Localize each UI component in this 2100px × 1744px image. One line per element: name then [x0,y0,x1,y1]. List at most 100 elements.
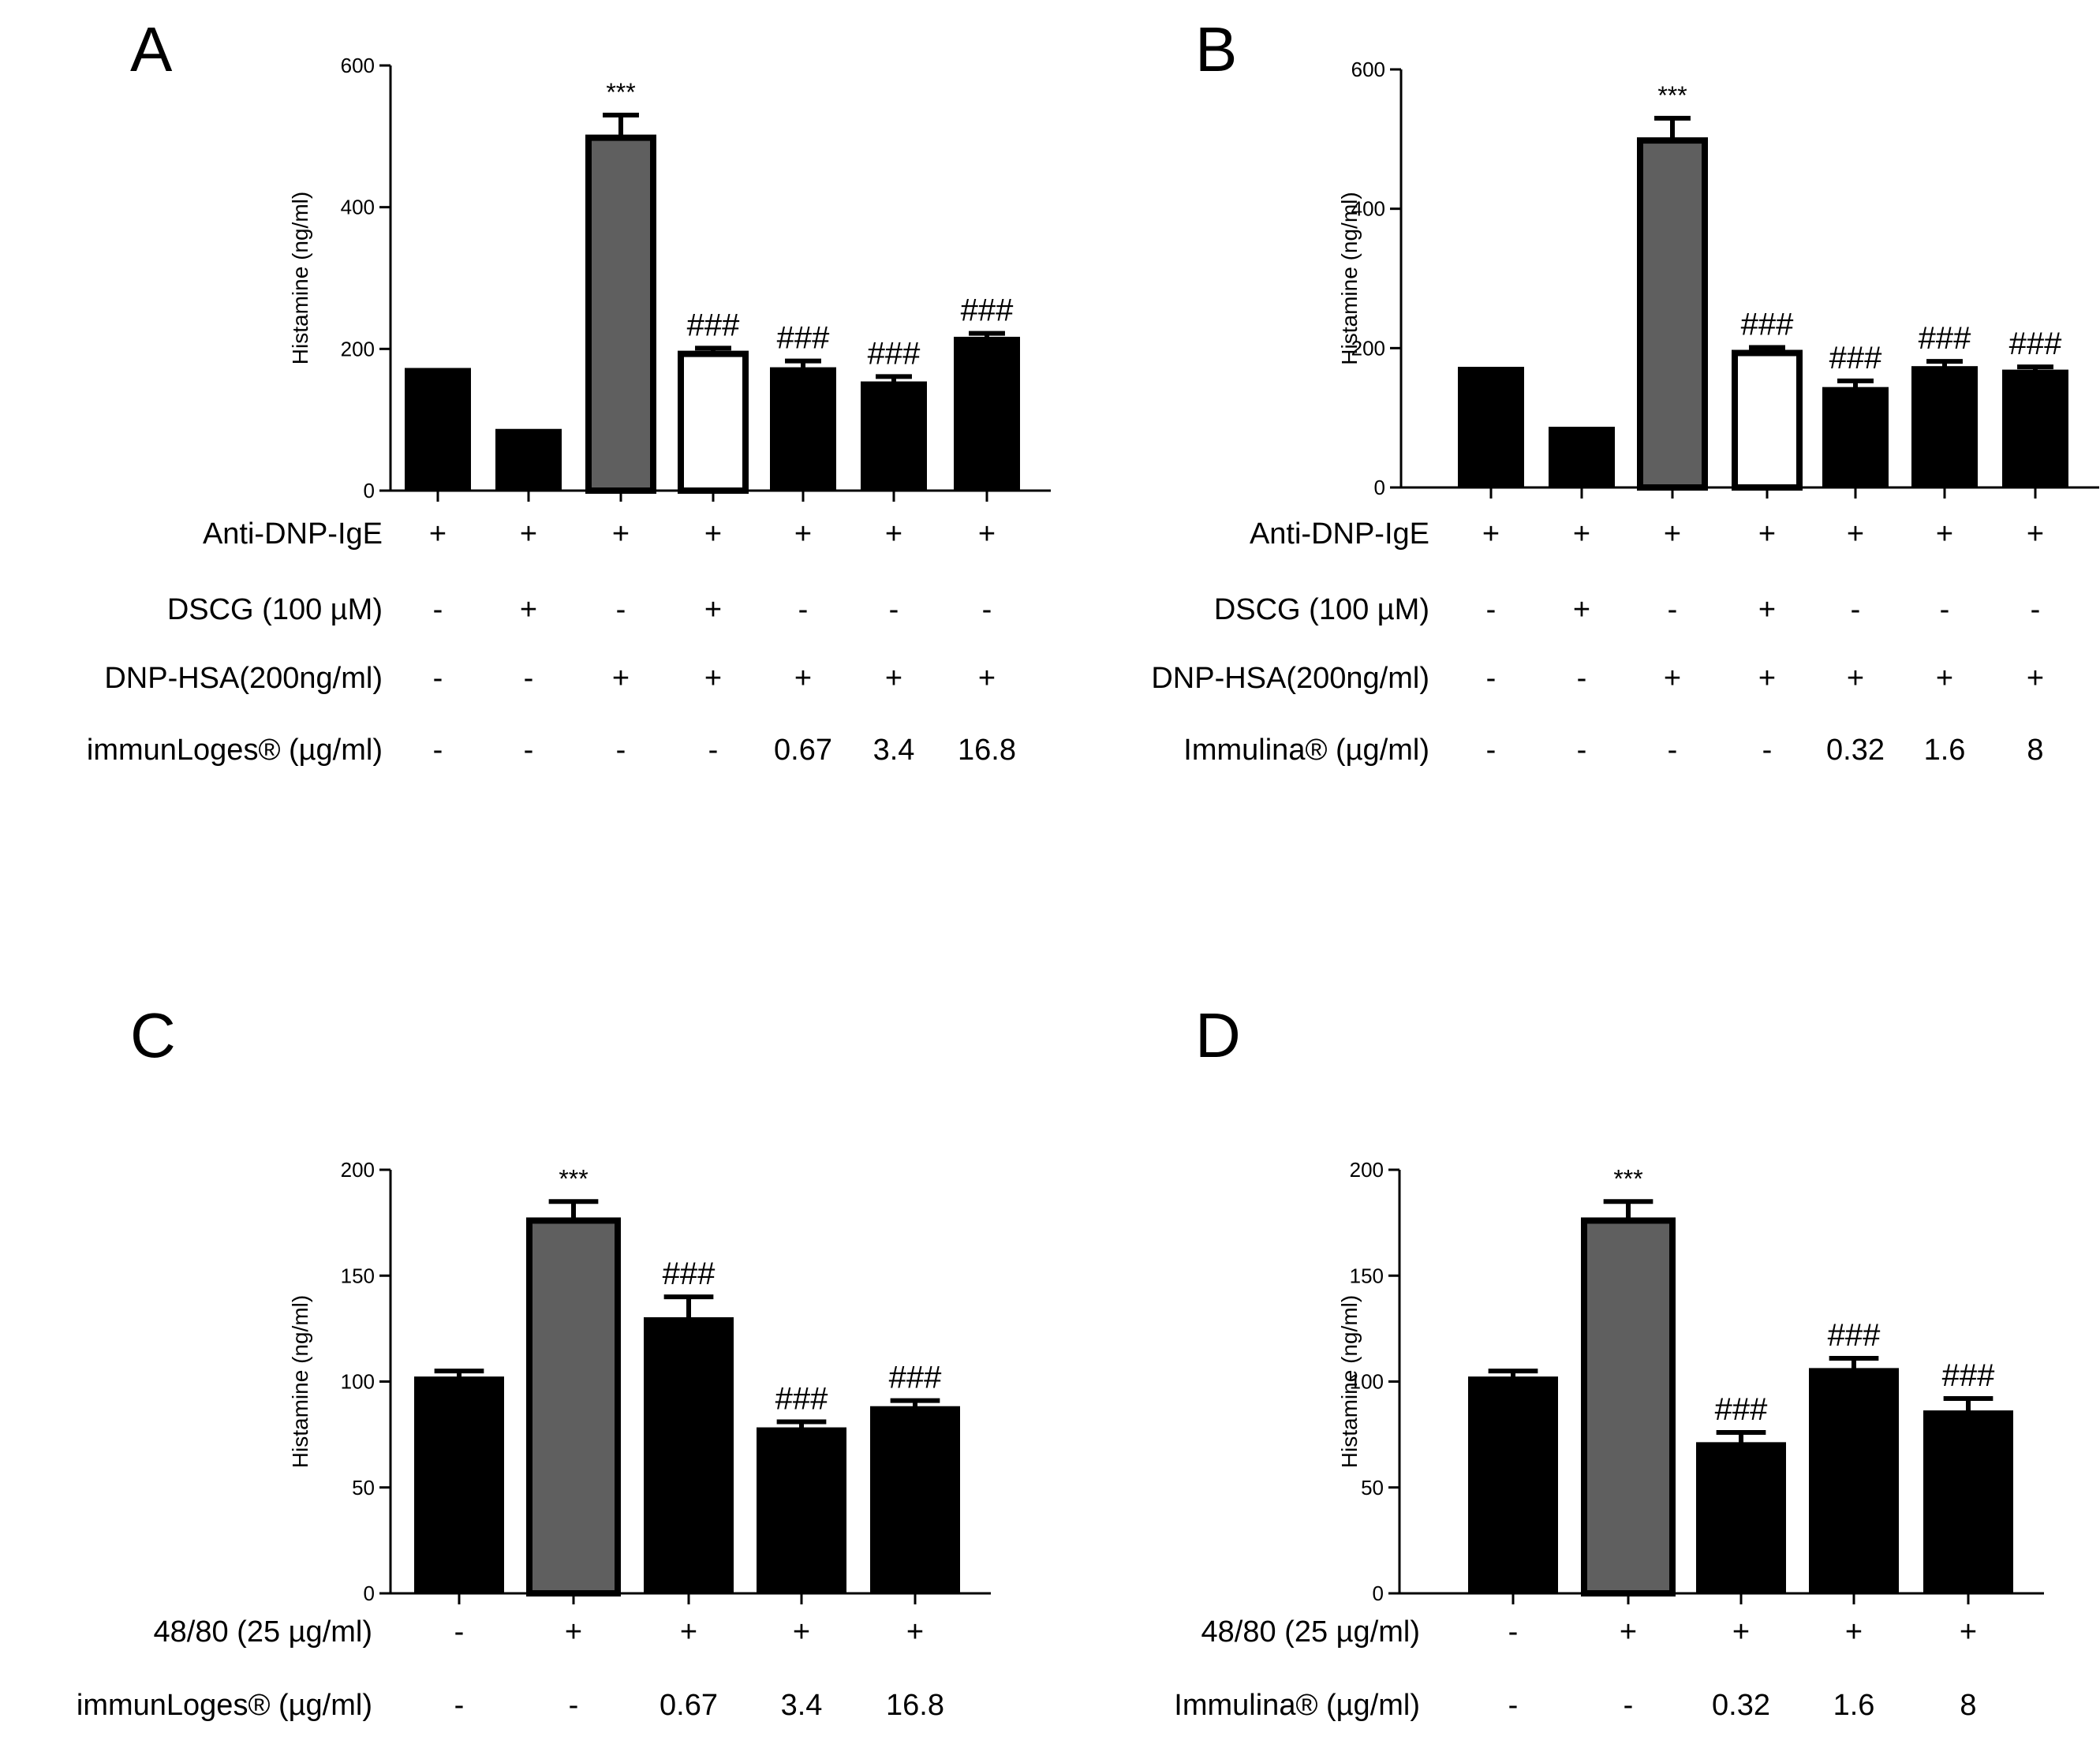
condition-value: 0.32 [1712,1689,1770,1722]
significance-hash: ### [687,308,740,342]
condition-value: 16.8 [958,734,1016,767]
panel-a: A Histamine (ng/ml) 0 200 400 600 *** ### ### ###… [87,14,1051,767]
y-tick-label: 0 [1373,1582,1384,1605]
condition-value: - [433,734,443,767]
condition-value: - [524,734,534,767]
significance-hash: ### [1942,1358,1995,1393]
bar [405,368,471,491]
condition-value: + [1664,517,1681,551]
y-tick-label: 0 [1374,476,1385,499]
condition-value: 0.32 [1826,734,1885,767]
condition-value: 8 [1960,1689,1976,1722]
condition-value: + [704,517,722,551]
condition-value: + [1845,1615,1863,1649]
condition-value: 8 [2027,734,2043,767]
significance-stars: *** [1657,81,1687,110]
y-tick-label: 400 [341,196,375,219]
condition-row-label: immunLoges® (µg/ml) [77,1689,372,1722]
condition-value: 0.67 [660,1689,718,1722]
condition-value: + [1758,662,1776,695]
bar [1732,349,1803,491]
y-tick-label: 200 [1350,1158,1384,1182]
bar [757,1427,846,1594]
significance-hash: ### [961,293,1014,328]
significance-stars: *** [559,1164,588,1193]
condition-value: + [885,517,902,551]
condition-value: + [1573,517,1590,551]
y-axis-title: Histamine (ng/ml) [288,192,312,364]
panel-b: B Histamine (ng/ml) 0 200 400 600 *** ### ### ###… [1151,14,2099,767]
bar [861,381,927,491]
condition-value: + [1847,517,1864,551]
condition-value: + [2027,517,2044,551]
bar [585,134,656,494]
condition-row-label: DSCG (100 µM) [1214,593,1429,626]
condition-value: 16.8 [886,1689,944,1722]
condition-value: + [429,517,447,551]
condition-row-label: Immulina® (µg/ml) [1183,734,1429,767]
condition-value: 1.6 [1924,734,1966,767]
condition-value: + [1758,593,1776,626]
condition-value: - [616,734,626,767]
condition-row-label: 48/80 (25 µg/ml) [1201,1615,1420,1649]
panel-letter: B [1195,14,1237,84]
significance-hash: ### [1741,307,1794,342]
significance-hash: ### [868,336,921,371]
condition-value: + [794,662,812,695]
condition-value: - [1668,734,1678,767]
bar [644,1316,734,1594]
y-tick-label: 150 [341,1264,375,1287]
y-tick-label: 50 [1361,1476,1384,1499]
condition-value: - [569,1689,579,1722]
bar [1637,137,1708,491]
condition-value: - [1940,593,1950,626]
condition-value: - [616,593,626,626]
bar [1923,1410,2013,1594]
condition-value: + [978,517,996,551]
condition-value: - [1508,1689,1519,1722]
y-tick-label: 600 [1351,58,1385,81]
bar [1549,427,1615,488]
condition-value: - [1624,1689,1634,1722]
condition-row-label: immunLoges® (µg/ml) [87,734,383,767]
significance-hash: ### [2009,327,2062,361]
panel-c: C Histamine (ng/ml) 0 50 100 150 200 *** ### ### #… [77,1000,991,1722]
significance-hash: ### [1919,321,1971,356]
condition-value: + [2027,662,2044,695]
significance-stars: *** [1613,1164,1642,1193]
condition-row-label: DSCG (100 µM) [167,593,383,626]
bar [526,1217,621,1596]
condition-value: + [520,517,537,551]
condition-value: + [794,517,812,551]
condition-value: - [433,662,443,695]
condition-value: + [704,593,722,626]
condition-row-label: Anti-DNP-IgE [1250,517,1429,551]
bar [1458,367,1524,489]
condition-value: + [793,1615,810,1649]
condition-value: + [1960,1615,1977,1649]
condition-value: - [433,593,443,626]
y-tick-label: 600 [341,54,375,77]
y-tick-label: 50 [352,1476,375,1499]
y-tick-label: 0 [364,479,375,502]
significance-stars: *** [606,78,635,106]
condition-value: - [524,662,534,695]
y-tick-label: 200 [341,337,375,360]
panel-letter: D [1195,1000,1241,1070]
significance-hash: ### [775,1382,828,1417]
significance-hash: ### [1829,341,1882,375]
condition-value: 3.4 [873,734,915,767]
significance-hash: ### [777,321,830,356]
condition-value: + [612,662,630,695]
y-tick-label: 400 [1351,197,1385,221]
condition-value: - [454,1689,465,1722]
condition-value: - [708,734,719,767]
bar [1809,1368,1899,1594]
panel-d: D Histamine (ng/ml) 0 50 100 150 200 *** ### ### #… [1174,1000,2044,1722]
condition-value: + [1758,517,1776,551]
y-axis-title: Histamine (ng/ml) [1337,1295,1362,1468]
y-tick-label: 100 [1350,1370,1384,1394]
condition-value: - [1486,593,1497,626]
condition-row-label: DNP-HSA(200ng/ml) [1151,662,1429,695]
condition-value: 0.67 [774,734,832,767]
